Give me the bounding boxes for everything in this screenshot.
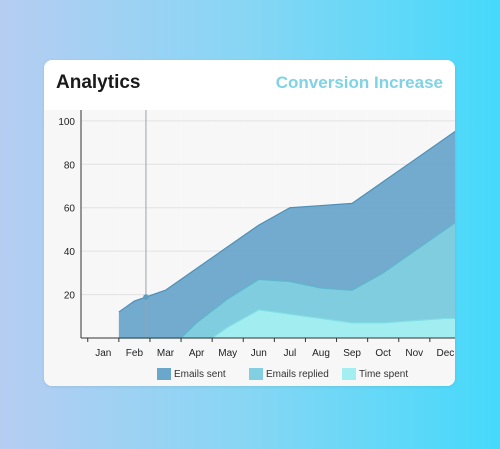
legend-swatch	[157, 368, 171, 380]
tick-label-group: 20 40 60 80 100 Jan Feb Mar Apr May Jun Jul Aug Sep Oc…	[58, 117, 454, 359]
legend-label: Time spent	[359, 368, 409, 380]
x-tick-label-oct: Oct	[375, 348, 391, 359]
line-emails-sent	[118, 130, 455, 313]
x-tick-label-aug: Aug	[312, 348, 330, 359]
x-tick-label-jun: Jun	[251, 348, 267, 359]
x-tick-label-nov: Nov	[405, 348, 423, 359]
hover-marker-dot	[143, 294, 149, 300]
x-tick-label-mar: Mar	[157, 348, 175, 359]
card-subtitle: Conversion Increase	[275, 73, 443, 92]
x-tick-label-jul: Jul	[284, 348, 297, 359]
chart-legend: Emails sent Emails replied Time spent	[44, 367, 455, 383]
y-tick-label-80: 80	[64, 160, 76, 171]
x-tick-label-sep: Sep	[343, 348, 361, 359]
y-tick-label-20: 20	[64, 291, 76, 302]
legend-item-emails-sent: Emails sent	[157, 367, 226, 381]
card-title: Analytics	[56, 72, 141, 93]
y-tick-label-60: 60	[64, 204, 76, 215]
y-tick-label-100: 100	[58, 117, 75, 128]
x-tick-label-dec: Dec	[437, 348, 455, 359]
y-tick-label-40: 40	[64, 247, 76, 258]
legend-swatch	[249, 368, 263, 380]
legend-label: Emails replied	[266, 368, 329, 380]
legend-item-time-spent: Time spent	[342, 367, 408, 381]
legend-item-emails-replied: Emails replied	[249, 367, 329, 381]
x-tick-label-apr: Apr	[189, 348, 205, 359]
marker-group	[143, 110, 149, 338]
analytics-card: Analytics Conversion Increase 20 40 60 80 10…	[44, 60, 455, 386]
legend-label: Emails sent	[174, 368, 226, 380]
area-chart: 20 40 60 80 100 Jan Feb Mar Apr May Jun Jul Aug Sep Oc…	[58, 110, 455, 359]
x-tick-label-feb: Feb	[126, 348, 144, 359]
axis-group	[80, 110, 455, 342]
x-tick-label-jan: Jan	[95, 348, 111, 359]
area-time-spent	[118, 309, 455, 338]
legend-swatch	[342, 368, 356, 380]
x-tick-label-may: May	[218, 348, 237, 359]
series-group	[118, 130, 455, 339]
area-emails-replied	[118, 222, 455, 338]
